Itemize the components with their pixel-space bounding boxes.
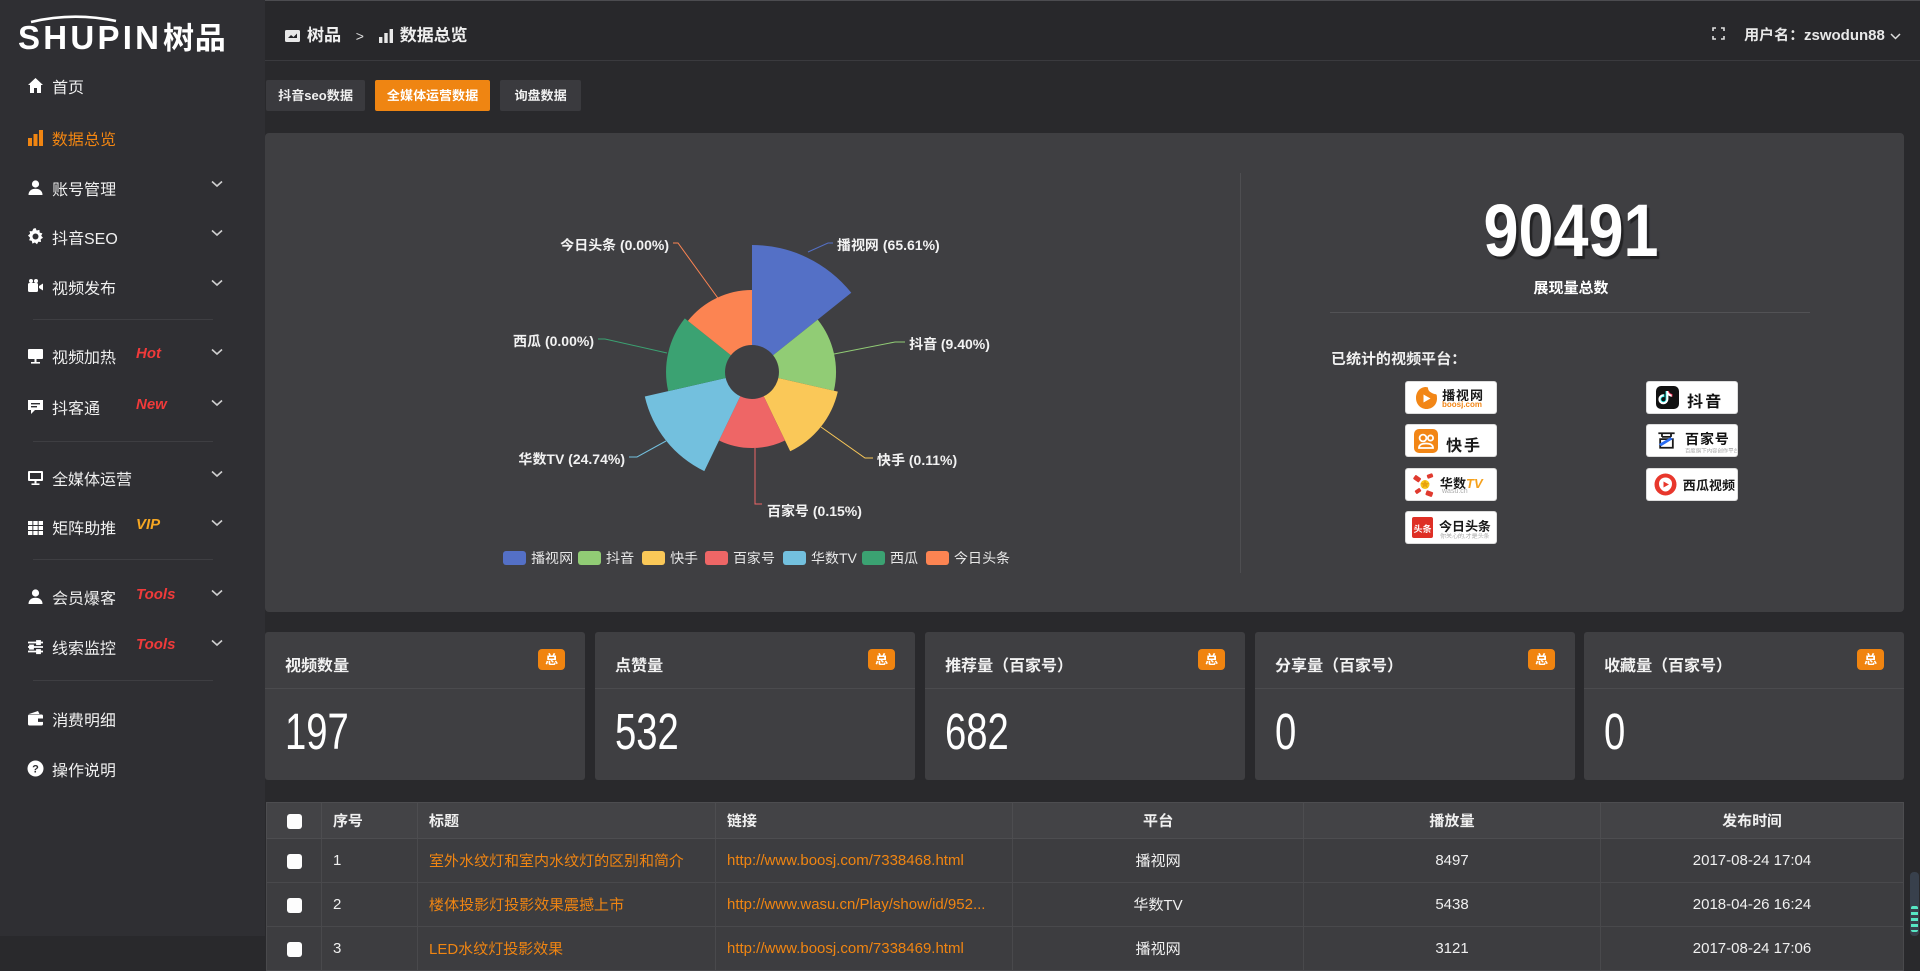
svg-text:?: ? [32, 764, 39, 776]
svg-text:SHUPIN: SHUPIN [18, 19, 159, 54]
svg-text:头条: 头条 [1413, 522, 1431, 535]
